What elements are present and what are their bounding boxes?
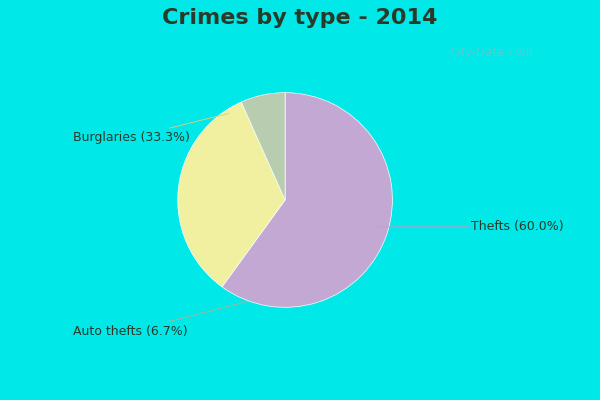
Text: Auto thefts (6.7%): Auto thefts (6.7%) [73,301,248,338]
Wedge shape [222,93,392,307]
Wedge shape [178,102,285,287]
Text: City-Data.com: City-Data.com [449,46,534,59]
Text: Crimes by type - 2014: Crimes by type - 2014 [163,8,437,28]
Text: Thefts (60.0%): Thefts (60.0%) [377,220,564,233]
Text: Burglaries (33.3%): Burglaries (33.3%) [73,114,229,144]
Wedge shape [241,93,285,200]
